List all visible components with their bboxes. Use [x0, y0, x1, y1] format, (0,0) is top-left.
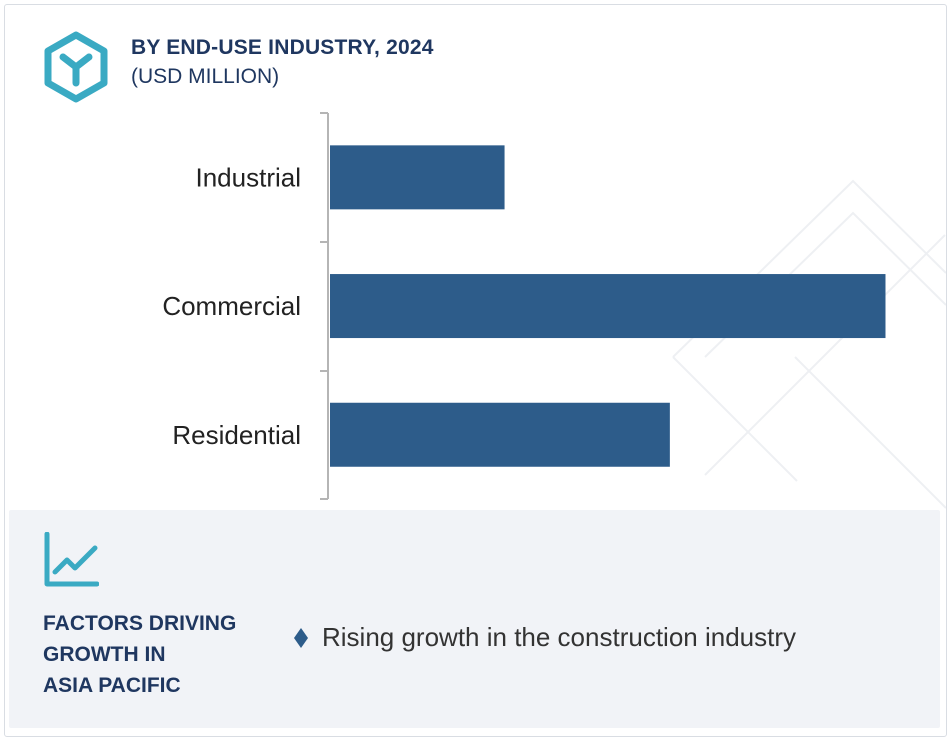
- factors-title: FACTORS DRIVING GROWTH IN ASIA PACIFIC: [43, 608, 263, 701]
- factor-text: Rising growth in the construction indust…: [322, 622, 797, 652]
- bar-residential: [330, 402, 670, 467]
- hexagon-y-logo-icon: [44, 31, 108, 103]
- factors-title-line: ASIA PACIFIC: [43, 674, 181, 697]
- chart-subtitle: (USD MILLION): [131, 65, 280, 88]
- bar-industrial: [330, 145, 505, 210]
- diamond-bullet-icon: [294, 627, 308, 648]
- bar-chart: Industrial Commercial Residential: [162, 112, 886, 500]
- factors-title-line: FACTORS DRIVING: [43, 612, 237, 635]
- trend-chart-icon: [44, 532, 99, 587]
- bar-commercial: [330, 274, 886, 339]
- category-label: Residential: [172, 420, 301, 450]
- category-label: Industrial: [196, 162, 302, 192]
- factors-title-line: GROWTH IN: [43, 643, 166, 666]
- chart-title: BY END-USE INDUSTRY, 2024: [131, 36, 434, 59]
- chart-card: BY END-USE INDUSTRY, 2024 (USD MILLION) …: [4, 4, 947, 737]
- factors-panel: FACTORS DRIVING GROWTH IN ASIA PACIFIC R…: [9, 510, 940, 728]
- factor-list-item: Rising growth in the construction indust…: [293, 622, 796, 653]
- category-label: Commercial: [162, 291, 301, 321]
